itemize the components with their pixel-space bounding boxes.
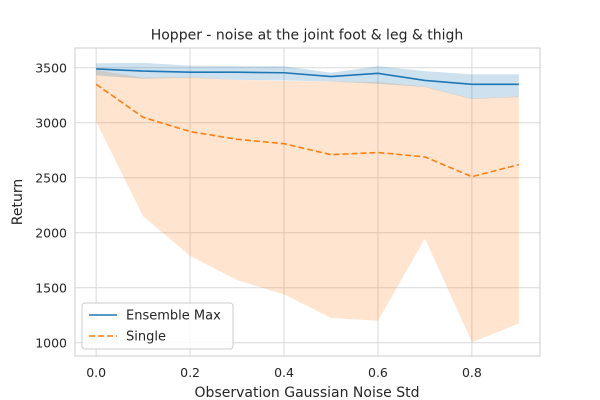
series-line [95, 83, 520, 178]
y-tick-labels: 1000 1500 2000 2500 3000 3500 [35, 60, 67, 350]
y-tick-label: 1500 [35, 280, 67, 295]
y-tick-label: 2500 [35, 170, 67, 185]
legend-box [81, 302, 234, 350]
legend: Ensemble Max Single [81, 302, 234, 350]
confidence-band [96, 70, 519, 343]
chart-title: Hopper - noise at the joint foot & leg &… [151, 28, 464, 44]
plot-frame [74, 47, 541, 357]
x-tick-label: 0.6 [368, 365, 388, 380]
x-tick-label: 0.0 [86, 365, 106, 380]
y-tick-label: 2000 [35, 225, 67, 240]
y-tick-label: 3000 [35, 115, 67, 130]
legend-label-single: Single [126, 330, 166, 345]
x-tick-label: 0.2 [180, 365, 200, 380]
x-tick-labels: 0.0 0.2 0.4 0.6 0.8 [86, 365, 482, 380]
legend-label-ensemble-max: Ensemble Max [126, 309, 221, 324]
series-lines [95, 68, 520, 178]
y-tick-label: 3500 [35, 60, 67, 75]
x-tick-label: 0.4 [274, 365, 294, 380]
y-tick-label: 1000 [35, 335, 67, 350]
grid [75, 48, 540, 356]
y-axis-label: Return [10, 179, 26, 225]
x-axis-label: Observation Gaussian Noise Std [195, 385, 420, 400]
x-tick-label: 0.8 [462, 365, 482, 380]
series-line [96, 68, 519, 86]
